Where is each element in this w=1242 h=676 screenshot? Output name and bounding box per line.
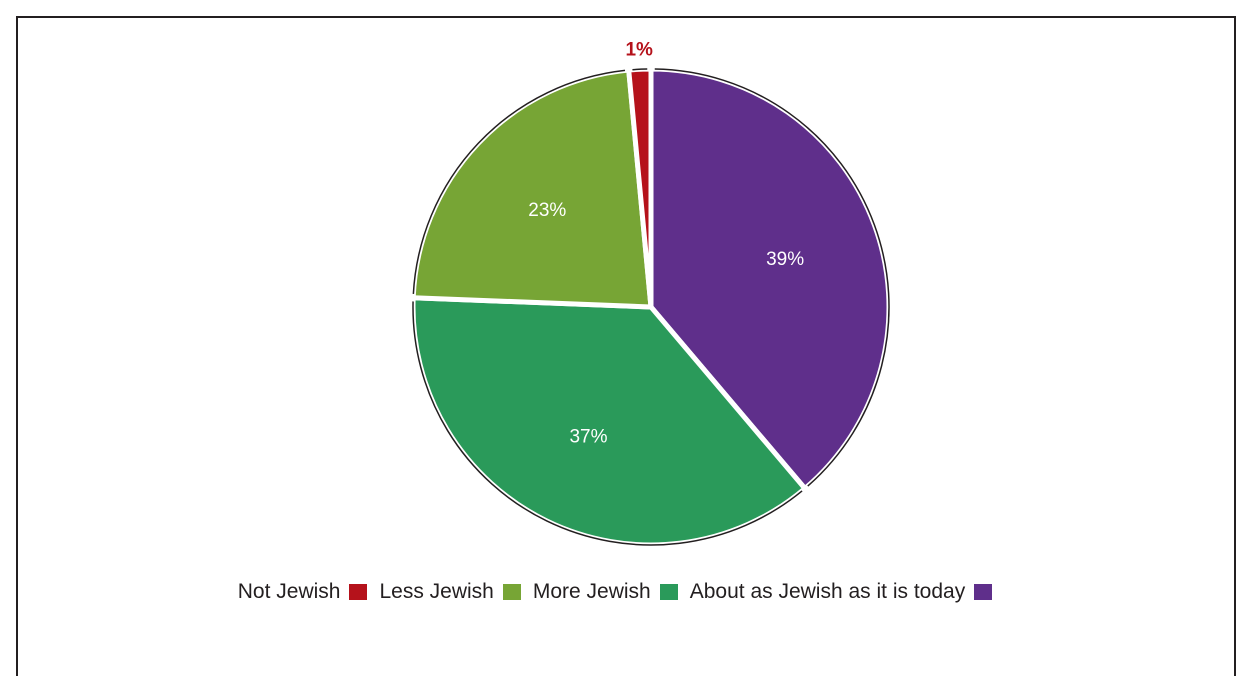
legend-swatch <box>659 584 678 600</box>
pie-outline-more-jewish <box>412 301 803 546</box>
legend-label: Not Jewish <box>237 580 341 603</box>
legend-label: More Jewish <box>532 580 651 603</box>
legend-item-less-jewish: Less Jewish <box>379 580 521 604</box>
pie-outline-about-as-jewish-as-it-is-today <box>654 68 890 487</box>
legend-item-about-as-jewish-as-it-is-today: About as Jewish as it is today <box>689 580 993 604</box>
legend-label: About as Jewish as it is today <box>689 580 966 603</box>
data-label-more-jewish: 37% <box>569 426 607 447</box>
pie-outline-less-jewish <box>412 69 626 295</box>
legend: Not Jewish Less Jewish More Jewish About as… <box>0 580 1242 604</box>
legend-item-not-jewish: Not Jewish <box>238 580 368 604</box>
pie-data-labels: 39% 37% 23% 1% <box>528 39 804 447</box>
legend-swatch <box>974 584 993 600</box>
data-label-less-jewish: 23% <box>528 200 566 221</box>
legend-item-more-jewish: More Jewish <box>533 580 678 604</box>
legend-label: Less Jewish <box>379 580 494 603</box>
data-label-about-as-jewish-as-it-is-today: 39% <box>766 249 804 270</box>
pie-outline-not-jewish <box>632 68 648 71</box>
pie-slices <box>410 66 892 548</box>
legend-swatch <box>349 584 368 600</box>
data-label-not-jewish: 1% <box>625 39 653 60</box>
legend-swatch <box>502 584 521 600</box>
pie-slice-less-jewish <box>410 67 654 310</box>
